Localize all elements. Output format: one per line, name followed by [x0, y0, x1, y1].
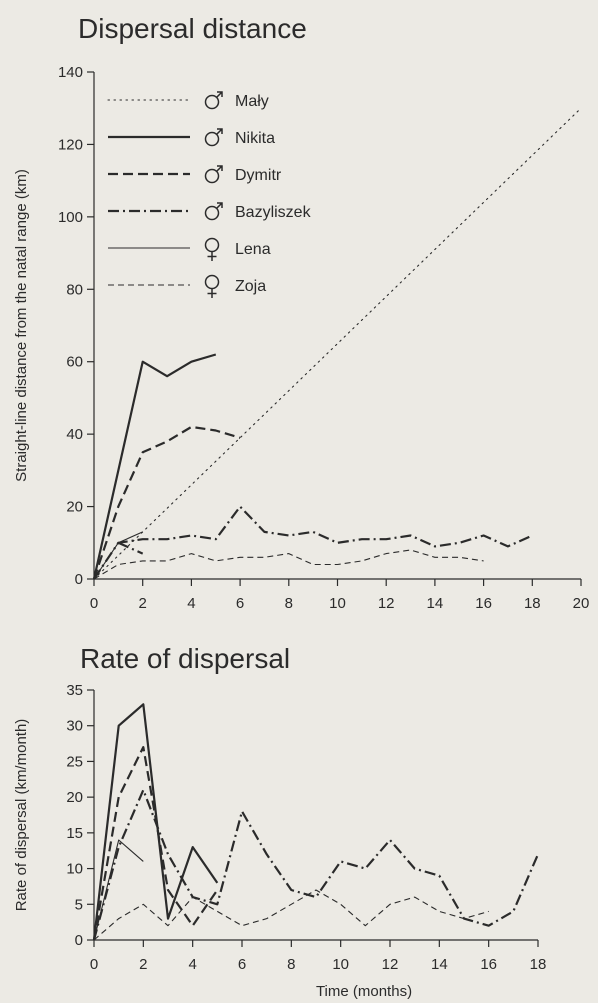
- series-line-zoja: [93, 549, 484, 580]
- x-axis-label: Time (months): [316, 983, 412, 1000]
- series-line-lena: [93, 839, 144, 941]
- x-tick-label: 16: [480, 956, 497, 973]
- x-tick-label: 12: [382, 956, 399, 973]
- x-tick-label: 4: [188, 956, 196, 973]
- x-tick-label: 18: [524, 595, 541, 612]
- legend-label-lena: Lena: [235, 241, 271, 258]
- male-symbol-icon: [204, 165, 223, 184]
- x-tick-label: 10: [329, 595, 346, 612]
- y-tick-label: 35: [66, 682, 83, 699]
- y-tick-label: 0: [75, 932, 83, 949]
- legend: Mały Nikita Dymitr Bazyliszek Lena Zoja: [107, 91, 312, 298]
- chart-title: Rate of dispersal: [80, 643, 290, 674]
- y-tick-label: 25: [66, 753, 83, 770]
- x-tick-label: 16: [475, 595, 492, 612]
- x-tick-label: 18: [530, 956, 547, 973]
- y-tick-label: 60: [66, 354, 83, 371]
- series-line-segment: [117, 541, 144, 555]
- y-tick-label: 15: [66, 825, 83, 842]
- x-tick-label: 6: [238, 956, 246, 973]
- x-tick-label: 14: [427, 595, 444, 612]
- x-tick-label: 4: [187, 595, 195, 612]
- rate-of-dispersal-chart: Rate of dispersal 0 5 10 15 20 25 30 35 0 2 4 6 8 10 12…: [13, 643, 546, 1000]
- chart-title: Dispersal distance: [78, 13, 307, 44]
- y-tick-label: 100: [58, 209, 83, 226]
- series-line-dymitr: [92, 745, 219, 941]
- x-tick-label: 0: [90, 595, 98, 612]
- x-tick-label: 8: [287, 956, 295, 973]
- y-axis-label: Straight-line distance from the natal ra…: [13, 169, 30, 482]
- y-tick-label: 20: [66, 789, 83, 806]
- series-line-zoja: [93, 889, 489, 941]
- y-tick-label: 80: [66, 281, 83, 298]
- y-tick-label: 10: [66, 861, 83, 878]
- x-tick-label: 0: [90, 956, 98, 973]
- x-tick-label: 14: [431, 956, 448, 973]
- series-line-nikita: [92, 353, 217, 580]
- series-line-nikita: [92, 703, 219, 941]
- legend-label-maly: Mały: [235, 93, 269, 110]
- y-tick-label: 30: [66, 718, 83, 735]
- series-line-dymitr: [92, 425, 241, 580]
- legend-label-dymitr: Dymitr: [235, 167, 282, 184]
- legend-label-nikita: Nikita: [235, 130, 275, 147]
- series-line-maly: [93, 107, 582, 580]
- male-symbol-icon: [204, 91, 223, 110]
- y-axis-label: Rate of dispersal (km/month): [13, 719, 30, 912]
- x-tick-label: 8: [285, 595, 293, 612]
- x-tick-label: 2: [139, 956, 147, 973]
- x-tick-label: 10: [332, 956, 349, 973]
- legend-label-bazyliszek: Bazyliszek: [235, 204, 312, 221]
- series-line-bazyliszek: [93, 505, 533, 580]
- series-line-bazyliszek: [92, 788, 540, 941]
- y-tick-label: 140: [58, 64, 83, 81]
- male-symbol-icon: [204, 202, 223, 221]
- x-tick-label: 6: [236, 595, 244, 612]
- y-tick-label: 120: [58, 136, 83, 153]
- x-tick-label: 2: [139, 595, 147, 612]
- y-tick-label: 5: [75, 896, 83, 913]
- y-tick-label: 0: [75, 571, 83, 588]
- male-symbol-icon: [204, 128, 223, 147]
- y-tick-label: 20: [66, 499, 83, 516]
- y-tick-label: 40: [66, 426, 83, 443]
- female-symbol-icon: [204, 237, 220, 261]
- legend-label-zoja: Zoja: [235, 278, 266, 295]
- x-tick-label: 12: [378, 595, 395, 612]
- x-tick-label: 20: [573, 595, 590, 612]
- dispersal-distance-chart: Dispersal distance 0 20 40 60 80 100 120 140 0 2 4 6…: [13, 13, 589, 612]
- female-symbol-icon: [204, 274, 220, 298]
